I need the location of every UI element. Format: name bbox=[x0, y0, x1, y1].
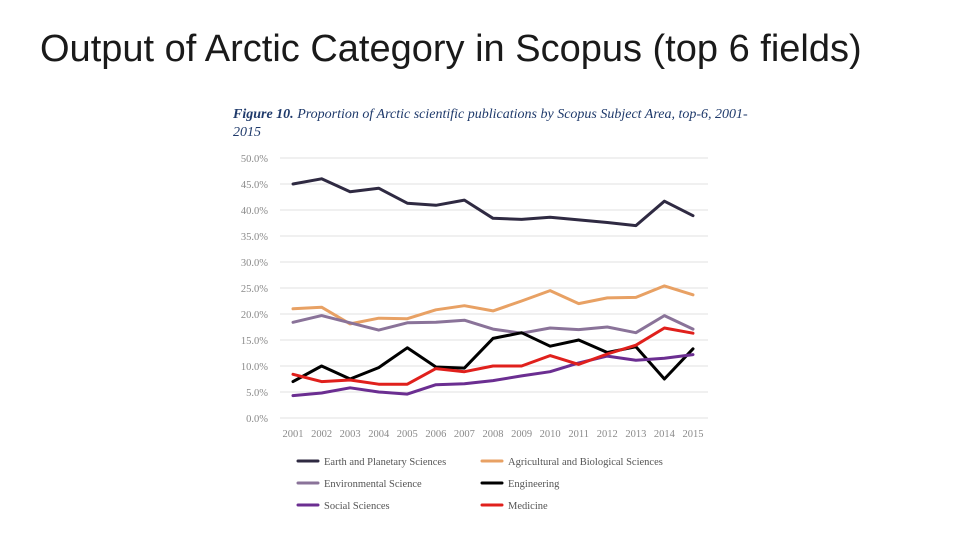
series-line-1 bbox=[291, 284, 695, 326]
x-tick-label: 2005 bbox=[397, 429, 418, 440]
legend-label: Medicine bbox=[508, 501, 548, 512]
x-axis-ticks: 2001 2002 2003 2004 2005 2006 2007 2008 2009 2010… bbox=[283, 429, 704, 440]
x-tick-label: 2002 bbox=[311, 429, 332, 440]
y-tick-label: 25.0% bbox=[241, 284, 268, 295]
y-tick-label: 50.0% bbox=[241, 154, 268, 165]
legend-label: Social Sciences bbox=[324, 501, 390, 512]
series-line-4 bbox=[291, 353, 695, 398]
legend-label: Environmental Science bbox=[324, 479, 422, 490]
x-tick-label: 2015 bbox=[683, 429, 704, 440]
y-tick-label: 35.0% bbox=[241, 232, 268, 243]
legend-label: Agricultural and Biological Sciences bbox=[508, 457, 663, 468]
series-line-0 bbox=[291, 177, 695, 228]
x-tick-label: 2008 bbox=[483, 429, 504, 440]
figure-label: Figure 10. bbox=[233, 107, 294, 122]
y-axis-ticks: 0.0% 5.0% 10.0% 15.0% 20.0% 25.0% 30.0% 35.0% 40… bbox=[241, 154, 268, 425]
y-tick-label: 15.0% bbox=[241, 336, 268, 347]
y-tick-label: 40.0% bbox=[241, 206, 268, 217]
figure-caption: Figure 10. Proportion of Arctic scientif… bbox=[233, 106, 753, 142]
y-tick-label: 45.0% bbox=[241, 180, 268, 191]
y-tick-label: 30.0% bbox=[241, 258, 268, 269]
legend-label: Engineering bbox=[508, 479, 560, 490]
x-tick-label: 2011 bbox=[568, 429, 589, 440]
x-tick-label: 2012 bbox=[597, 429, 618, 440]
y-tick-label: 10.0% bbox=[241, 362, 268, 373]
y-tick-label: 5.0% bbox=[246, 388, 268, 399]
series-line-2 bbox=[291, 314, 695, 335]
y-tick-label: 0.0% bbox=[246, 414, 268, 425]
grid-lines bbox=[280, 157, 708, 419]
series-lines bbox=[291, 177, 695, 398]
figure-caption-text: Proportion of Arctic scientific publicat… bbox=[233, 107, 748, 140]
x-tick-label: 2003 bbox=[340, 429, 361, 440]
x-tick-label: 2013 bbox=[625, 429, 646, 440]
legend-label: Earth and Planetary Sciences bbox=[324, 457, 446, 468]
slide-title: Output of Arctic Category in Scopus (top… bbox=[40, 28, 862, 70]
x-tick-label: 2014 bbox=[654, 429, 676, 440]
legend: Earth and Planetary Sciences Agricultural… bbox=[296, 457, 663, 512]
x-tick-label: 2006 bbox=[425, 429, 446, 440]
x-tick-label: 2004 bbox=[368, 429, 390, 440]
y-tick-label: 20.0% bbox=[241, 310, 268, 321]
x-tick-label: 2010 bbox=[540, 429, 561, 440]
x-tick-label: 2001 bbox=[283, 429, 304, 440]
x-tick-label: 2009 bbox=[511, 429, 532, 440]
series-line-5 bbox=[291, 326, 695, 386]
x-tick-label: 2007 bbox=[454, 429, 475, 440]
